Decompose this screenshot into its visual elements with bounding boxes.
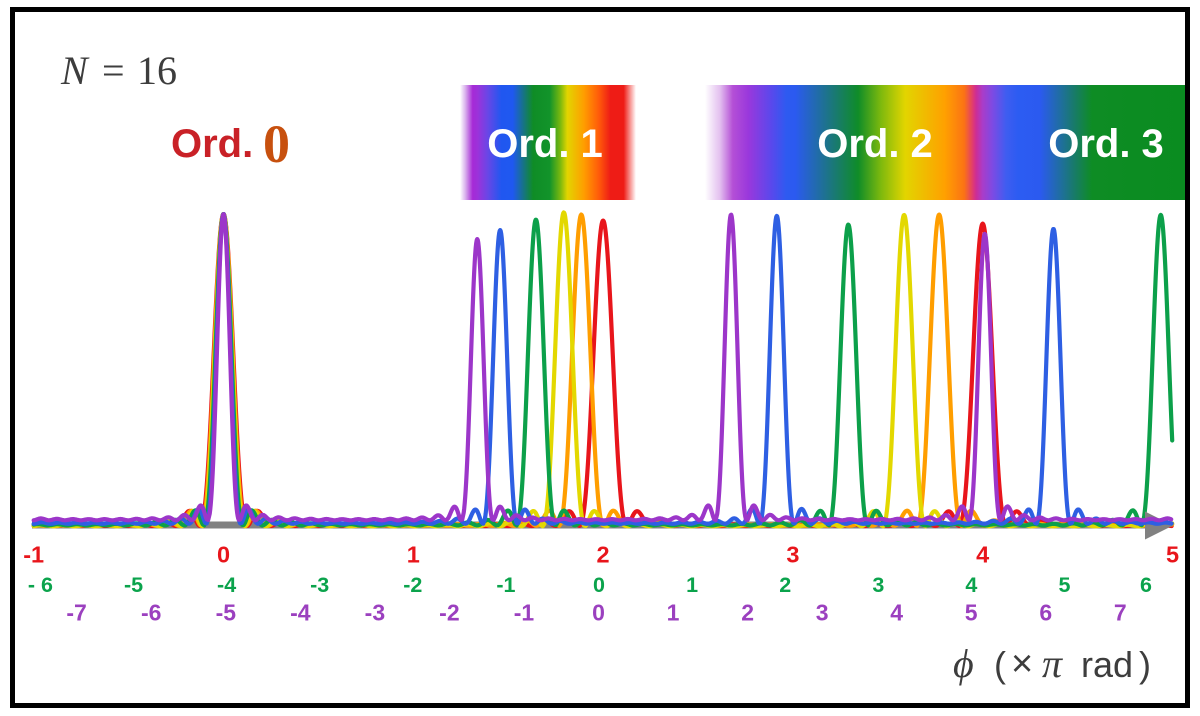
svg-text:-5: -5 — [216, 600, 237, 626]
svg-text:1: 1 — [667, 600, 680, 626]
svg-text:6: 6 — [1140, 573, 1152, 597]
svg-text:3: 3 — [786, 542, 799, 568]
svg-text:6: 6 — [1039, 600, 1052, 626]
svg-text:5: 5 — [965, 600, 978, 626]
svg-text:3: 3 — [816, 600, 829, 626]
svg-text:-3: -3 — [310, 573, 329, 597]
svg-text:2: 2 — [597, 542, 610, 568]
svg-text:0: 0 — [217, 542, 230, 568]
svg-text:): ) — [1139, 644, 1151, 685]
svg-text:Ord.: Ord. — [171, 122, 253, 166]
svg-text:1: 1 — [407, 542, 420, 568]
svg-text:0: 0 — [263, 114, 290, 174]
svg-text:-4: -4 — [217, 573, 236, 597]
svg-text:4: 4 — [890, 600, 903, 626]
svg-text:Ord. 3: Ord. 3 — [1048, 122, 1164, 166]
svg-text:1: 1 — [686, 573, 698, 597]
svg-text:×: × — [1011, 643, 1033, 685]
svg-text:-1: -1 — [514, 600, 535, 626]
svg-text:-4: -4 — [290, 600, 311, 626]
svg-text:- 6: - 6 — [28, 573, 53, 597]
svg-text:-2: -2 — [403, 573, 422, 597]
svg-text:2: 2 — [779, 573, 791, 597]
svg-text:0: 0 — [592, 600, 605, 626]
svg-text:N=16: N = 16 — [60, 48, 177, 93]
svg-text:π: π — [1042, 641, 1063, 686]
svg-text:(: ( — [994, 644, 1006, 685]
svg-text:2: 2 — [741, 600, 754, 626]
svg-text:rad: rad — [1081, 644, 1133, 685]
svg-text:ϕ: ϕ — [953, 641, 974, 686]
svg-text:-7: -7 — [66, 600, 86, 626]
svg-text:-1: -1 — [496, 573, 515, 597]
svg-text:4: 4 — [965, 573, 977, 597]
svg-text:7: 7 — [1114, 600, 1127, 626]
svg-text:3: 3 — [872, 573, 884, 597]
svg-text:Ord. 1: Ord. 1 — [487, 122, 603, 166]
svg-text:5: 5 — [1059, 573, 1071, 597]
svg-text:Ord. 2: Ord. 2 — [817, 122, 933, 166]
svg-text:-1: -1 — [23, 542, 44, 568]
svg-text:5: 5 — [1166, 542, 1179, 568]
svg-text:0: 0 — [593, 573, 605, 597]
svg-text:4: 4 — [976, 542, 989, 568]
svg-text:-5: -5 — [124, 573, 143, 597]
svg-text:-6: -6 — [141, 600, 161, 626]
svg-text:-3: -3 — [365, 600, 385, 626]
svg-text:-2: -2 — [439, 600, 459, 626]
